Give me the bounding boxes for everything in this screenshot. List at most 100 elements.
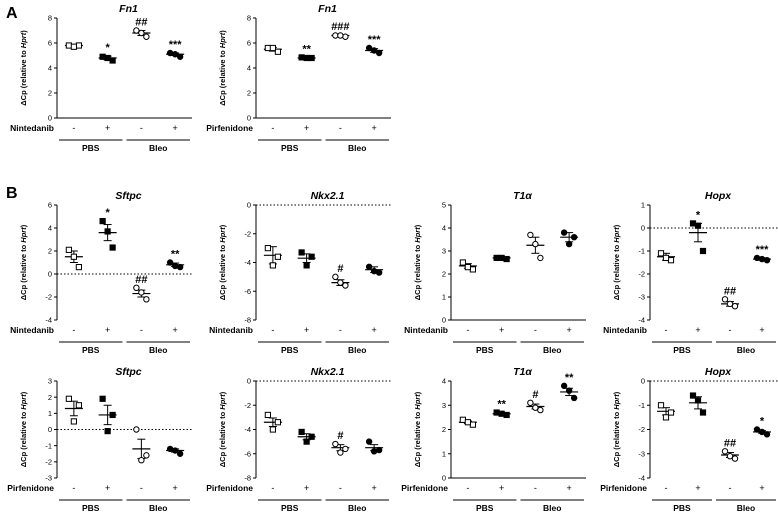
y-tick-label: -3 [45,474,52,483]
treatment-sign: + [371,325,376,335]
filled-square-point [99,53,106,60]
open-circle-point [138,457,145,464]
y-tick-label: -2 [638,425,645,434]
y-axis-label-prefix: ΔCp (relative to [19,243,28,300]
treatment-sign: + [304,123,309,133]
y-axis-label: ΔCp (relative to Hprt) [19,224,28,300]
filled-circle-point [758,428,766,436]
y-tick-label: -8 [244,316,251,325]
open-square-point [657,402,665,409]
chart-title: T1α [513,366,532,378]
open-circle-point [138,29,145,37]
chart-title: Fn1 [318,3,337,15]
open-circle-point [143,296,150,303]
treatment-label: Nintedanib [603,325,647,335]
y-tick-label: -6 [244,449,251,458]
chart-b4: Hopx -4 -3 -2 -1 0 1 ΔCp (relative to Hprt) Nint… [603,190,778,355]
treatment-sign: + [566,325,571,335]
treatment-sign: - [665,325,668,335]
treatment-label: Nintedanib [404,325,448,335]
y-axis-label: ΔCp (relative to Hprt) [218,30,227,106]
filled-square-point [503,411,510,419]
y-axis-label-gene: Hprt [218,32,227,48]
open-circle-point [332,273,339,281]
group-label: Bleo [149,345,167,355]
open-circle-point [342,282,349,289]
filled-square-point [298,428,305,436]
group-label: PBS [82,503,100,513]
treatment-sign: - [665,483,668,493]
group-label: PBS [673,345,691,355]
y-tick-label: 4 [247,64,251,73]
y-tick-label: -4 [244,425,251,434]
filled-square-point [298,249,305,256]
open-circle-point [721,296,729,303]
open-square-point [662,254,670,262]
significance-marker: ** [497,399,506,411]
treatment-sign: + [759,325,764,335]
filled-square-point [99,395,106,402]
open-circle-point [721,448,729,455]
y-tick-label: 0 [48,270,52,279]
y-axis-label: ΔCp (relative to Hprt) [218,391,227,467]
treatment-label: Pirfenidone [7,483,54,493]
filled-square-point [694,222,702,229]
y-tick-label: 8 [48,14,52,23]
treatment-sign: + [371,123,376,133]
group-label: PBS [476,345,494,355]
y-tick-label: 6 [247,39,251,48]
chart-b3: T1α 0 1 2 3 4 5 ΔCp (relative to Hprt) Nintedani… [404,190,586,355]
significance-marker: *** [756,244,770,256]
treatment-sign: - [339,123,342,133]
treatment-sign: + [105,123,110,133]
filled-circle-point [560,382,568,390]
filled-circle-point [365,44,373,52]
filled-square-point [109,244,116,251]
y-axis-label-gene: Hprt [19,227,28,243]
group-label: Bleo [149,503,167,513]
y-axis-label-suffix: ) [19,391,28,394]
filled-square-point [298,54,305,61]
y-tick-label: 8 [247,14,251,23]
group-label: Bleo [348,345,366,355]
open-square-point [65,246,72,253]
y-tick-label: 4 [48,64,52,73]
panel-letter-a: A [6,5,18,22]
y-axis-label-gene: Hprt [413,394,422,410]
filled-square-point [303,262,310,269]
open-square-point [269,262,276,269]
y-axis-label-prefix: ΔCp (relative to [413,243,422,300]
treatment-sign: - [140,483,143,493]
y-tick-label: 4 [442,377,446,386]
treatment-sign: + [695,325,700,335]
y-tick-label: -1 [45,441,52,450]
y-tick-label: 0 [247,377,251,386]
y-tick-label: 1 [442,293,446,302]
y-axis-label-gene: Hprt [413,227,422,243]
open-square-point [75,42,82,49]
filled-circle-point [370,267,378,275]
y-axis-label-prefix: ΔCp (relative to [218,243,227,300]
group-label: PBS [82,143,100,153]
y-axis-label-prefix: ΔCp (relative to [19,410,28,467]
open-square-point [75,264,82,271]
y-axis-label-gene: Hprt [218,227,227,243]
y-axis-label-prefix: ΔCp (relative to [19,48,28,105]
chart-title: Fn1 [119,3,138,15]
significance-marker: * [760,416,765,428]
y-axis-label-suffix: ) [612,224,621,227]
y-axis-label-gene: Hprt [612,227,621,243]
y-tick-label: 0 [48,114,52,123]
chart-title: Hopx [705,366,732,378]
open-circle-point [726,452,734,460]
treatment-label: Pirfenidone [206,483,253,493]
y-tick-label: 6 [48,39,52,48]
open-circle-point [133,284,140,291]
treatment-sign: - [534,325,537,335]
filled-square-point [503,255,510,263]
open-square-point [459,259,466,266]
open-square-point [274,419,281,426]
y-tick-label: 2 [48,393,52,402]
y-tick-label: 0 [48,425,52,434]
open-circle-point [532,240,539,248]
